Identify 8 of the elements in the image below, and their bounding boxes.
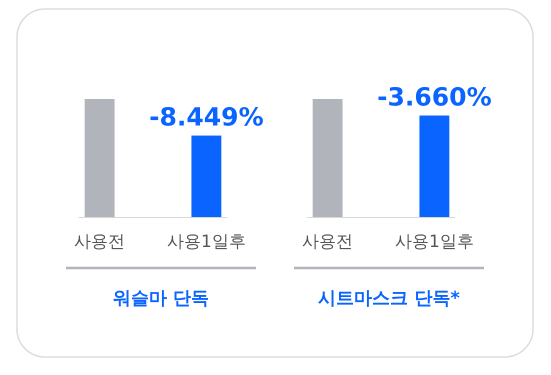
annotation: -8.449% bbox=[149, 102, 264, 132]
x-axis-title: 워슬마 단독 bbox=[112, 288, 210, 309]
x-tick-label: 사용전 bbox=[74, 232, 126, 252]
x-tick-label: 사용1일후 bbox=[166, 232, 246, 252]
x-tick-label: 사용전 bbox=[302, 232, 354, 252]
annotation: -3.660% bbox=[377, 82, 492, 112]
x-tick-label: 사용1일후 bbox=[394, 232, 474, 252]
x-axis-title: 시트마스크 단독* bbox=[318, 288, 460, 309]
